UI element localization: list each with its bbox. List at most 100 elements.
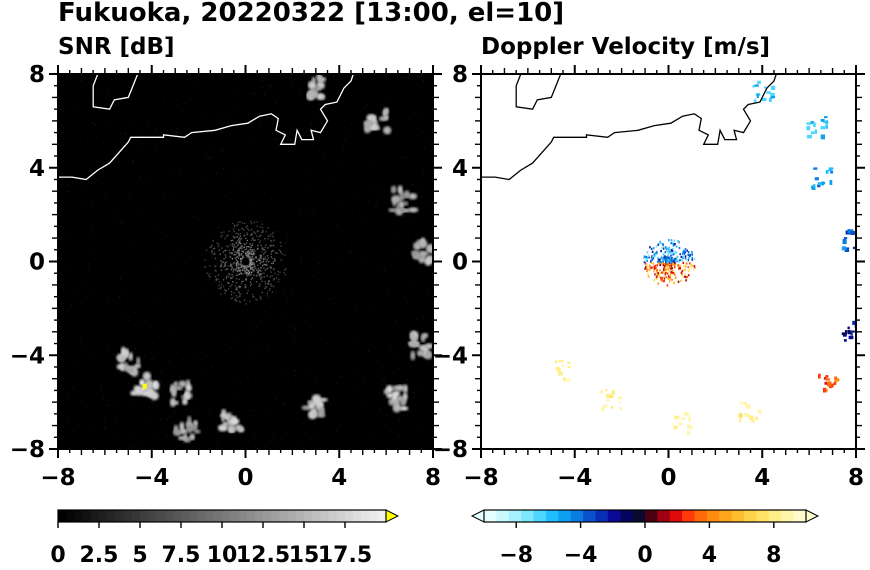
snr-noise-pixel [186,359,188,361]
snr-noise-pixel [256,274,258,277]
doppler-echo-pixel [611,389,615,395]
doppler-colorbar-segment [781,510,795,522]
snr-noise-pixel [223,258,225,260]
snr-noise-pixel [295,378,297,380]
snr-noise-pixel [116,211,118,212]
snr-noise-pixel [220,245,222,247]
snr-noise-pixel [253,239,255,242]
snr-noise-pixel [239,269,242,271]
snr-noise-pixel [337,260,339,262]
snr-noise-pixel [374,165,376,167]
snr-noise-pixel [237,221,240,224]
snr-noise-pixel [254,250,256,252]
snr-noise-pixel [235,281,238,284]
snr-noise-pixel [269,276,271,278]
doppler-center-pixel [656,260,659,264]
snr-noise-pixel [245,248,248,250]
snr-noise-pixel [91,203,93,205]
snr-noise-pixel [215,173,217,174]
doppler-center-pixel [673,252,675,255]
snr-noise-pixel [171,143,173,145]
snr-noise-pixel [238,252,240,255]
doppler-echo-pixel [813,167,818,170]
doppler-center-pixel [669,265,672,268]
snr-noise-pixel [235,262,238,264]
snr-noise-pixel [235,263,237,266]
snr-noise-pixel [243,265,245,268]
snr-noise-pixel [215,278,218,280]
snr-noise-pixel [211,244,213,247]
snr-noise-pixel [159,76,161,77]
snr-echo-blob [192,425,198,431]
snr-noise-pixel [104,428,106,429]
snr-noise-pixel [253,93,255,95]
snr-noise-pixel [259,220,261,222]
snr-noise-pixel [234,298,237,300]
doppler-echo-pixel [841,332,847,335]
snr-noise-pixel [278,75,279,77]
snr-noise-pixel [249,281,252,283]
snr-colorbar-segment [164,510,174,522]
snr-noise-pixel [257,267,259,270]
snr-noise-pixel [224,288,226,291]
snr-noise-pixel [250,350,252,352]
snr-noise-pixel [351,250,353,252]
snr-echo-blob [363,120,372,127]
snr-noise-pixel [248,254,251,256]
snr-noise-pixel [357,336,359,337]
snr-noise-pixel [211,366,213,368]
snr-noise-pixel [218,249,220,251]
doppler-echo-pixel [850,231,856,235]
doppler-echo-pixel [687,424,691,429]
snr-noise-pixel [233,268,235,271]
snr-noise-pixel [383,415,385,417]
snr-noise-pixel [214,253,216,255]
doppler-xtick-label: 0 [660,465,676,491]
snr-noise-pixel [291,326,293,327]
snr-noise-pixel [235,253,238,255]
snr-noise-pixel [78,198,80,200]
doppler-center-pixel [675,258,678,261]
doppler-center-pixel [675,245,678,248]
doppler-center-pixel [671,271,673,274]
doppler-echo-pixel [755,416,758,421]
snr-noise-pixel [246,256,249,258]
snr-noise-pixel [217,287,220,290]
snr-echo-blob [420,250,429,257]
snr-noise-pixel [240,243,242,245]
doppler-center-pixel [670,272,672,275]
snr-noise-pixel [247,253,249,256]
snr-xtick-label: 8 [425,465,441,491]
snr-echo-blob [219,413,227,418]
snr-noise-pixel [232,245,234,247]
snr-noise-pixel [130,435,132,437]
snr-noise-pixel [163,192,165,194]
snr-noise-pixel [262,229,264,232]
snr-noise-pixel [221,261,223,263]
snr-noise-pixel [204,372,206,373]
snr-noise-pixel [305,370,307,372]
snr-ytick-label: −8 [10,437,45,463]
snr-noise-pixel [234,224,236,226]
snr-noise-pixel [221,234,223,237]
snr-noise-pixel [179,375,181,377]
snr-noise-pixel [257,271,260,273]
snr-noise-pixel [149,223,151,225]
snr-noise-pixel [249,137,250,139]
snr-noise-pixel [231,265,233,268]
snr-noise-pixel [242,273,244,275]
doppler-center-pixel [665,246,667,249]
snr-noise-pixel [299,211,301,213]
snr-noise-pixel [398,436,400,438]
snr-noise-pixel [162,388,163,390]
snr-noise-pixel [157,301,159,303]
snr-noise-pixel [239,267,241,270]
snr-echo-blob [411,250,420,256]
snr-noise-pixel [244,284,246,286]
snr-noise-pixel [227,282,229,284]
snr-noise-pixel [92,328,94,330]
doppler-echo-pixel [738,413,743,418]
snr-noise-pixel [238,240,241,243]
doppler-center-pixel [682,250,685,254]
snr-noise-pixel [264,94,265,96]
